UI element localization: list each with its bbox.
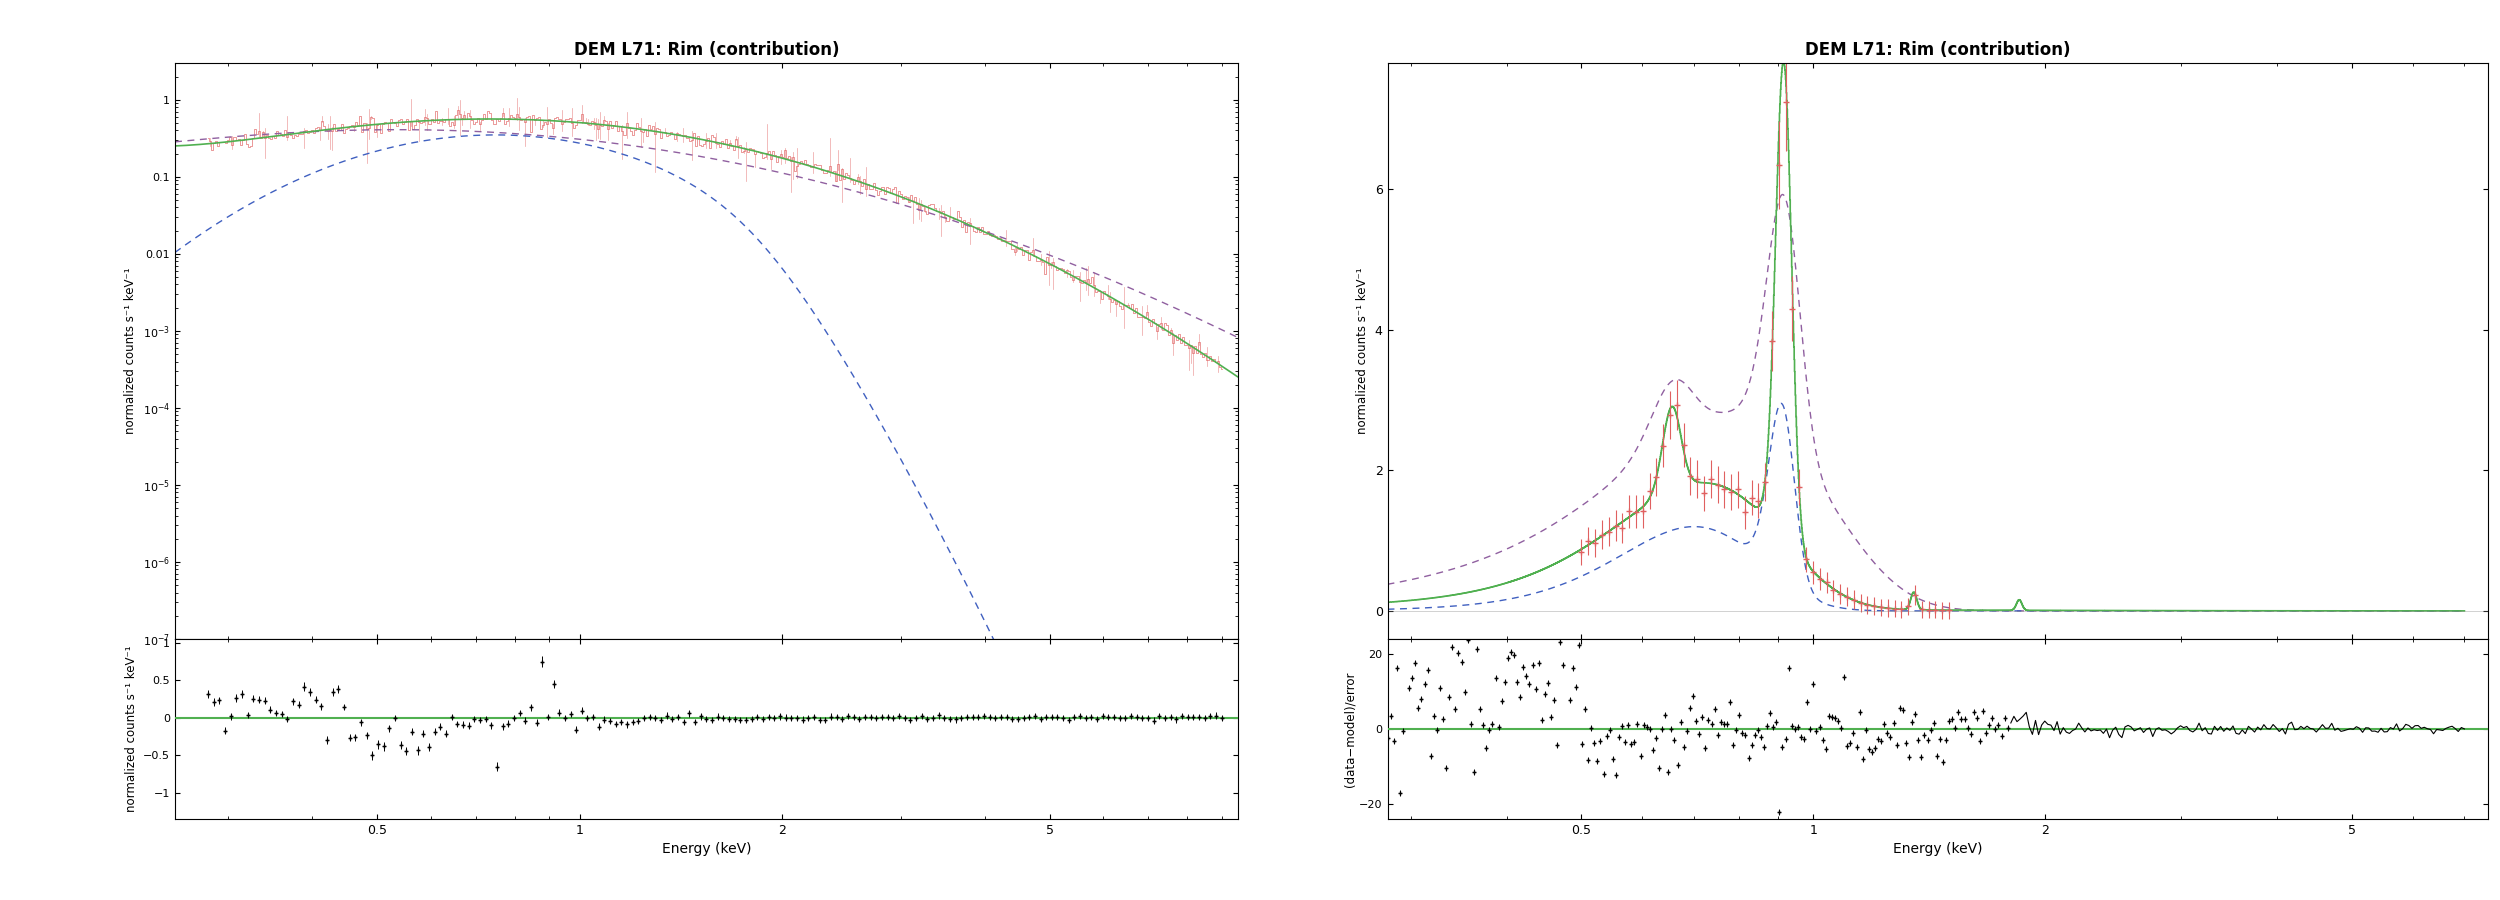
X-axis label: Energy (keV): Energy (keV) bbox=[662, 842, 750, 857]
Y-axis label: normalized counts s⁻¹ keV⁻¹: normalized counts s⁻¹ keV⁻¹ bbox=[125, 645, 138, 813]
Title: DEM L71: Rim (contribution): DEM L71: Rim (contribution) bbox=[1805, 40, 2070, 58]
Y-axis label: normalized counts s⁻¹ keV⁻¹: normalized counts s⁻¹ keV⁻¹ bbox=[1355, 267, 1370, 435]
Y-axis label: (data−model)/error: (data−model)/error bbox=[1342, 671, 1358, 787]
X-axis label: Energy (keV): Energy (keV) bbox=[1892, 842, 1982, 857]
Title: DEM L71: Rim (contribution): DEM L71: Rim (contribution) bbox=[572, 40, 840, 58]
Y-axis label: normalized counts s⁻¹ keV⁻¹: normalized counts s⁻¹ keV⁻¹ bbox=[125, 267, 138, 435]
